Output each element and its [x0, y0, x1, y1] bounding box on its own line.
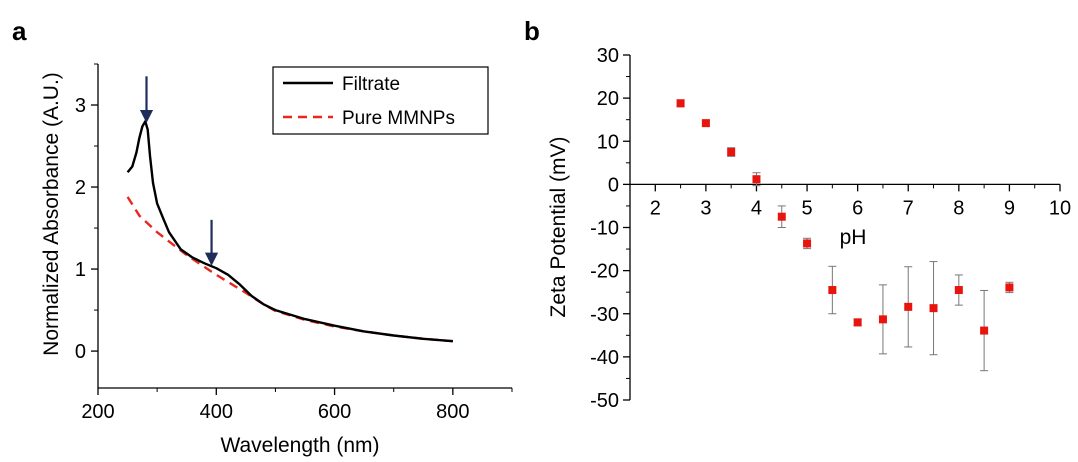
panel-b-x-tick-label: 7 [903, 197, 914, 219]
panel-a-y-tick-label: 2 [75, 177, 86, 199]
panel-b-label: b [524, 16, 540, 46]
data-point [752, 175, 761, 184]
data-point [727, 148, 736, 157]
panel-b-y-tick-label: -40 [590, 347, 619, 369]
panel-b-zeta-chart: b 30 20 10 0 -10 -20 -30 -40 -50 2 3 4 5 6 7 8 9 10 Zeta … [524, 16, 1071, 412]
panel-b-x-tick-label: 9 [1004, 197, 1015, 219]
panel-b-y-tick-label: 20 [597, 88, 619, 110]
panel-a-x-axis-title: Wavelength (nm) [220, 434, 379, 457]
panel-a-plot-area: 200 400 600 800 0 1 2 3 [75, 63, 513, 423]
panel-b-x-tick-label: 3 [700, 197, 711, 219]
data-point [803, 239, 812, 248]
panel-a-x-tick-label: 200 [81, 401, 114, 423]
panel-a-label: a [12, 16, 27, 46]
panel-b-y-tick-label: 0 [608, 174, 619, 196]
data-point [701, 119, 710, 128]
legend-label-filtrate: Filtrate [342, 74, 400, 95]
panel-b-y-tick-label: -50 [590, 390, 619, 412]
panel-b-y-axis-title: Zeta Potential (mV) [547, 137, 570, 318]
panel-b-y-tick-label: -10 [590, 218, 619, 240]
panel-b-x-tick-label: 10 [1049, 197, 1071, 219]
panel-b-x-tick-label: 4 [751, 197, 762, 219]
panel-b-y-tick-label: -20 [590, 261, 619, 283]
data-point [878, 315, 887, 324]
panel-a-x-tick-label: 800 [436, 401, 469, 423]
panel-b-x-tick-label: 2 [650, 197, 661, 219]
panel-a-legend: Filtrate Pure MMNPs [272, 66, 489, 135]
panel-a-y-tick-label: 0 [75, 341, 86, 363]
panel-b-y-tick-label: 10 [597, 131, 619, 153]
legend-box [272, 66, 489, 135]
panel-b-x-axis-title: pH [840, 226, 867, 249]
panel-b-plot-area: 30 20 10 0 -10 -20 -30 -40 -50 2 3 4 5 6 7 8 9 10 [590, 45, 1071, 412]
panel-b-y-tick-label: 30 [597, 45, 619, 67]
data-point [954, 286, 963, 295]
series-line-pure-mmnps [126, 196, 453, 343]
series-line-filtrate [126, 120, 453, 343]
panel-a-x-tick-label: 600 [318, 401, 351, 423]
panel-b-y-tick-label: -30 [590, 304, 619, 326]
panel-a-y-tick-label: 3 [75, 95, 86, 117]
data-point [929, 304, 938, 313]
data-point [777, 212, 786, 221]
panel-a-y-axis-title: Normalized Absorbance (A.U.) [40, 72, 63, 356]
data-point [853, 318, 862, 327]
legend-label-pure-mmnps: Pure MMNPs [342, 108, 455, 129]
panel-b-x-tick-label: 5 [801, 197, 812, 219]
panel-a-y-tick-label: 1 [75, 259, 86, 281]
panel-b-x-tick-label: 6 [852, 197, 863, 219]
data-point [1005, 283, 1014, 292]
panel-a-absorbance-chart: a 200 400 600 800 0 1 2 3 Wavelength (nm) Norma… [12, 16, 513, 457]
data-point [980, 326, 989, 335]
data-point [828, 286, 837, 295]
data-point [904, 302, 913, 311]
panel-b-x-tick-label: 8 [953, 197, 964, 219]
data-point [676, 99, 685, 108]
panel-a-x-tick-label: 400 [200, 401, 233, 423]
